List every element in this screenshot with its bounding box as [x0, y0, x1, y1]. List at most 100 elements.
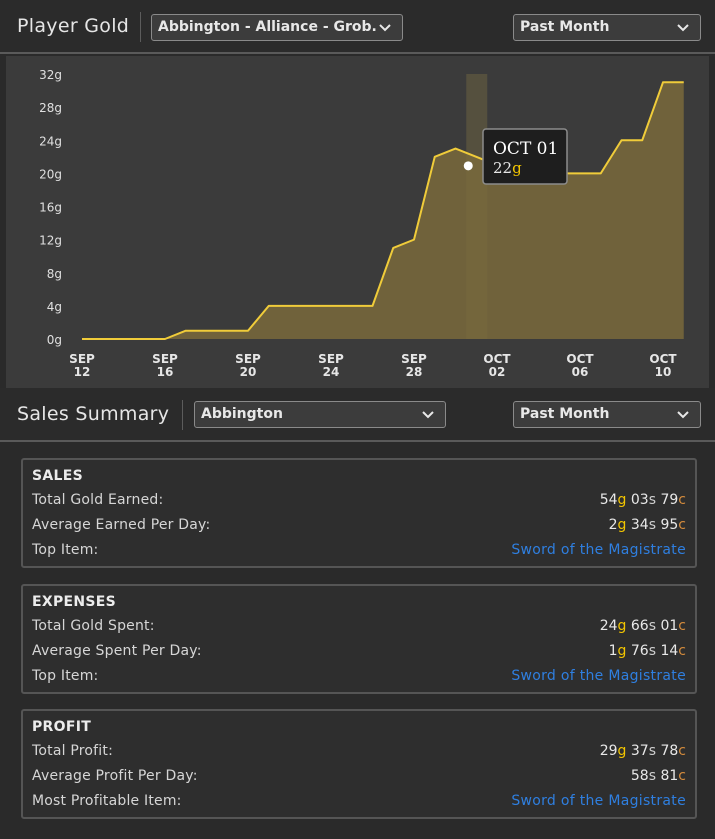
- gold-area: [82, 82, 684, 339]
- amount-c: 01: [660, 618, 679, 634]
- header-divider: [140, 12, 141, 42]
- currency-s-suffix: s: [648, 517, 657, 533]
- expenses-top-item-link[interactable]: Sword of the Magistrate: [511, 668, 686, 684]
- currency-c-suffix: c: [678, 492, 686, 508]
- x-tick-day: 24: [323, 365, 340, 379]
- gold-period-dropdown-label: Past Month: [520, 19, 610, 35]
- currency-g-suffix: g: [617, 743, 627, 759]
- expenses-row-label: Total Gold Spent:: [32, 618, 155, 634]
- amount-c: 95: [660, 517, 679, 533]
- gold-chart-svg: 0g4g8g12g16g20g24g28g32gSEP12SEP16SEP20S…: [39, 68, 684, 379]
- profit-row-label: Total Profit:: [32, 743, 113, 759]
- sales-row-label: Average Earned Per Day:: [32, 517, 211, 533]
- currency-s-suffix: s: [648, 618, 657, 634]
- currency-g-suffix: g: [617, 492, 627, 508]
- sales-summary-title: Sales Summary: [17, 403, 170, 425]
- amount-c: 78: [660, 743, 679, 759]
- expenses-card: EXPENSES Total Gold Spent: 24g 66s 01c Aver…: [21, 584, 697, 694]
- x-tick-month: SEP: [69, 352, 95, 366]
- expenses-row-label: Average Spent Per Day:: [32, 643, 202, 659]
- x-tick-month: SEP: [152, 352, 178, 366]
- sales-card-title: SALES: [32, 468, 83, 484]
- x-tick-day: 06: [572, 365, 589, 379]
- x-tick-day: 12: [74, 365, 91, 379]
- profit-row: Total Profit: 29g 37s 78c: [32, 743, 686, 763]
- expenses-row: Average Spent Per Day: 1g 76s 14c: [32, 643, 686, 663]
- character-dropdown[interactable]: Abbington - Alliance - Grob...: [151, 14, 403, 41]
- y-tick-label: 16g: [39, 201, 62, 215]
- chevron-down-icon: [677, 24, 689, 32]
- y-tick-label: 28g: [39, 101, 62, 115]
- hover-point: [463, 161, 473, 171]
- currency-c-suffix: c: [678, 517, 686, 533]
- expenses-top-item-row: Top Item: Sword of the Magistrate: [32, 668, 686, 688]
- x-tick-day: 20: [240, 365, 257, 379]
- sales-top-item-link[interactable]: Sword of the Magistrate: [511, 542, 686, 558]
- amount-s: 58: [630, 768, 649, 784]
- gold-chart[interactable]: 0g 4g 8g 12g 16g 20g 24g 28g 32g SEP 12 SEP 16 SEP 20 S…: [6, 56, 709, 388]
- currency-s-suffix: s: [648, 643, 657, 659]
- player-gold-title: Player Gold: [17, 15, 130, 37]
- currency-c-suffix: c: [678, 643, 686, 659]
- tooltip-date: OCT 01: [493, 139, 558, 159]
- y-tick-label: 20g: [39, 167, 62, 181]
- chevron-down-icon: [379, 24, 391, 32]
- currency-g-suffix: g: [617, 517, 627, 533]
- x-tick-day: 02: [489, 365, 506, 379]
- x-tick-month: SEP: [235, 352, 261, 366]
- amount-g: 2: [608, 517, 618, 533]
- tooltip-box: [482, 128, 568, 185]
- amount-s: 03: [630, 492, 649, 508]
- sales-card: SALES Total Gold Earned: 54g 03s 79c Averag…: [21, 458, 697, 568]
- amount-s: 76: [630, 643, 649, 659]
- realm-dropdown[interactable]: Abbington: [194, 401, 446, 428]
- currency-g-suffix: g: [617, 643, 627, 659]
- expenses-row: Total Gold Spent: 24g 66s 01c: [32, 618, 686, 638]
- profit-row-label: Average Profit Per Day:: [32, 768, 198, 784]
- gold-series-line: [82, 81, 684, 340]
- amount-g: 29: [599, 743, 618, 759]
- currency-g-suffix: g: [617, 618, 627, 634]
- amount-c: 14: [660, 643, 679, 659]
- currency-s-suffix: s: [648, 768, 657, 784]
- sales-row: Total Gold Earned: 54g 03s 79c: [32, 492, 686, 512]
- x-tick-month: OCT: [483, 352, 511, 366]
- x-tick-day: 28: [406, 365, 423, 379]
- profit-row-value: 29g 37s 78c: [600, 743, 686, 759]
- summary-period-dropdown[interactable]: Past Month: [513, 401, 701, 428]
- amount-g: 1: [608, 643, 618, 659]
- amount-s: 66: [630, 618, 649, 634]
- profit-card-title: PROFIT: [32, 719, 92, 735]
- x-tick-month: OCT: [649, 352, 677, 366]
- amount-s: 34: [630, 517, 649, 533]
- amount-s: 37: [630, 743, 649, 759]
- y-tick-label: 12g: [39, 234, 62, 248]
- x-tick-month: SEP: [318, 352, 344, 366]
- player-gold-header: Player Gold Abbington - Alliance - Grob.…: [0, 0, 715, 54]
- gold-period-dropdown[interactable]: Past Month: [513, 14, 701, 41]
- currency-c-suffix: c: [678, 743, 686, 759]
- chevron-down-icon: [422, 411, 434, 419]
- y-tick-label: 4g: [47, 300, 62, 314]
- profit-top-item-label: Most Profitable Item:: [32, 793, 182, 809]
- x-tick-month: SEP: [401, 352, 427, 366]
- x-tick-month: OCT: [566, 352, 594, 366]
- amount-g: 54: [599, 492, 618, 508]
- profit-row-value: 58s 81c: [631, 768, 686, 784]
- currency-c-suffix: c: [678, 618, 686, 634]
- y-tick-label: 8g: [47, 267, 62, 281]
- sales-summary-header: Sales Summary Abbington Past Month: [0, 388, 715, 442]
- amount-c: 79: [660, 492, 679, 508]
- summary-period-dropdown-label: Past Month: [520, 406, 610, 422]
- amount-c: 81: [660, 768, 679, 784]
- currency-s-suffix: s: [648, 492, 657, 508]
- profit-top-item-link[interactable]: Sword of the Magistrate: [511, 793, 686, 809]
- header-divider: [182, 400, 183, 430]
- currency-s-suffix: s: [648, 743, 657, 759]
- amount-g: 24: [599, 618, 618, 634]
- expenses-top-item-label: Top Item:: [32, 668, 99, 684]
- sales-row-label: Total Gold Earned:: [32, 492, 164, 508]
- y-tick-label: 32g: [39, 68, 62, 82]
- y-tick-label: 0g: [47, 333, 62, 347]
- expenses-card-title: EXPENSES: [32, 594, 117, 610]
